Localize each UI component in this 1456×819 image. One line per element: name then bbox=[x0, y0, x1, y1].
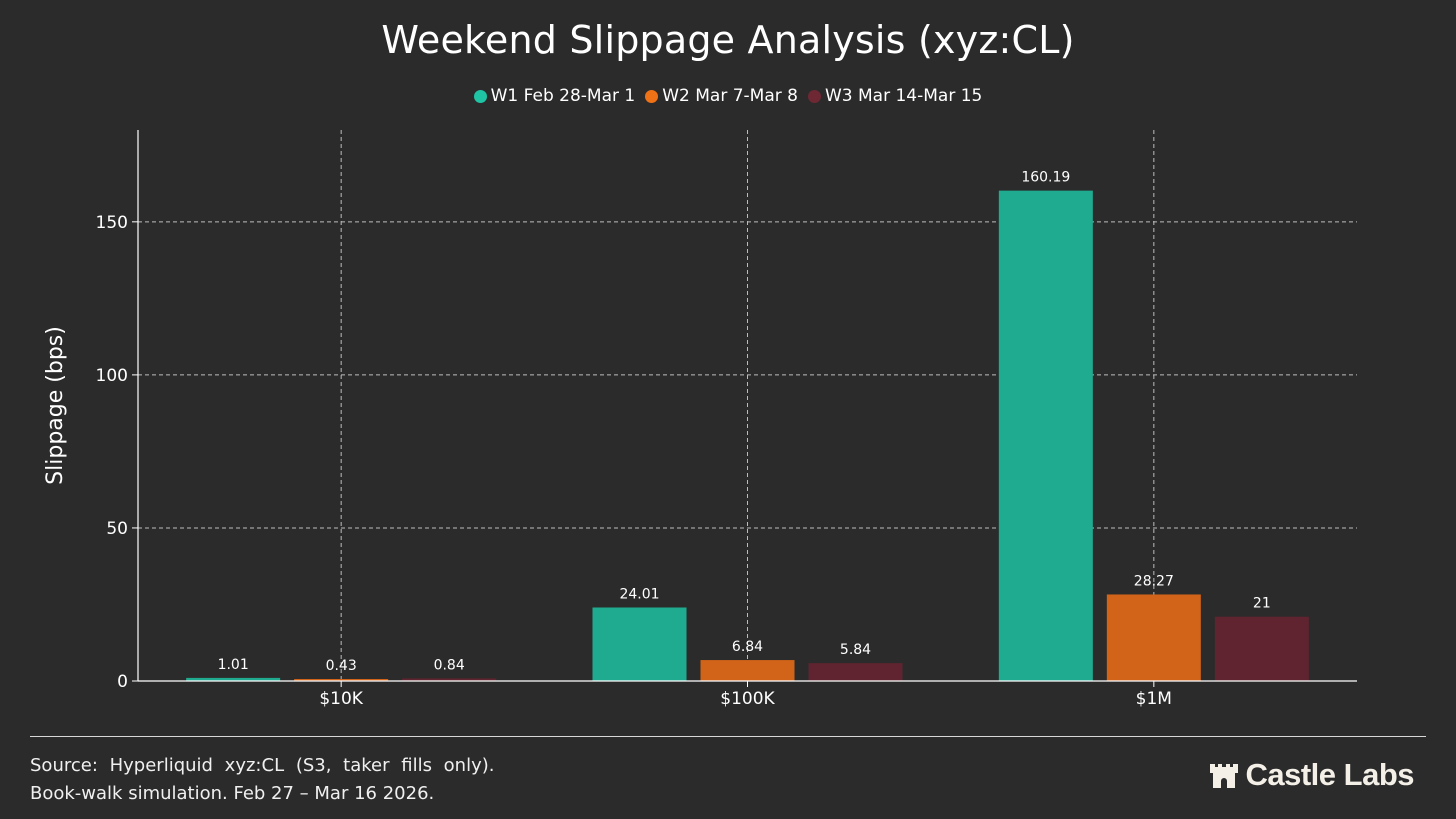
legend: W1 Feb 28-Mar 1 W2 Mar 7-Mar 8 W3 Mar 14-M… bbox=[0, 86, 1456, 106]
x-tick-label: $100K bbox=[720, 689, 775, 709]
bar bbox=[808, 663, 903, 681]
y-tick-label: 50 bbox=[106, 519, 128, 539]
method-note: Book-walk simulation. Feb 27 – Mar 16 20… bbox=[30, 783, 435, 804]
legend-label: W2 Mar 7-Mar 8 bbox=[662, 86, 798, 106]
footer-divider bbox=[30, 736, 1426, 737]
bar bbox=[186, 677, 281, 681]
castle-labs-logo: Castle Labs bbox=[1209, 757, 1414, 793]
legend-swatch bbox=[473, 89, 487, 103]
data-label: 160.19 bbox=[1021, 170, 1070, 186]
bar bbox=[402, 678, 497, 681]
data-label: 1.01 bbox=[218, 657, 249, 673]
bar bbox=[1214, 616, 1309, 681]
legend-swatch bbox=[645, 89, 659, 103]
legend-label: W3 Mar 14-Mar 15 bbox=[824, 86, 983, 106]
legend-item: W3 Mar 14-Mar 15 bbox=[807, 86, 983, 106]
data-label: 28.27 bbox=[1134, 573, 1174, 589]
bar bbox=[592, 607, 687, 681]
legend-item: W2 Mar 7-Mar 8 bbox=[645, 86, 798, 106]
bar bbox=[1106, 594, 1201, 681]
castle-icon bbox=[1210, 764, 1239, 788]
legend-item: W1 Feb 28-Mar 1 bbox=[473, 86, 636, 106]
y-tick-label: 150 bbox=[96, 213, 128, 233]
data-label: 24.01 bbox=[619, 587, 659, 603]
x-tick-label: $10K bbox=[319, 689, 363, 709]
bar bbox=[998, 190, 1093, 681]
data-label: 0.84 bbox=[434, 657, 465, 673]
y-tick-label: 0 bbox=[117, 672, 128, 692]
data-label: 21 bbox=[1253, 596, 1271, 612]
legend-swatch bbox=[807, 89, 821, 103]
bar bbox=[700, 660, 795, 681]
legend-label: W1 Feb 28-Mar 1 bbox=[490, 86, 636, 106]
y-axis-label: Slippage (bps) bbox=[43, 326, 68, 485]
data-label: 0.43 bbox=[326, 658, 357, 674]
x-tick-label: $1M bbox=[1136, 689, 1172, 709]
y-tick-label: 100 bbox=[96, 366, 128, 386]
chart-title: Weekend Slippage Analysis (xyz:CL) bbox=[381, 18, 1075, 62]
source-note: Source: Hyperliquid xyz:CL (S3, taker fi… bbox=[30, 755, 495, 776]
data-label: 5.84 bbox=[840, 642, 871, 658]
data-label: 6.84 bbox=[732, 639, 763, 655]
logo-text: Castle Labs bbox=[1245, 757, 1414, 792]
bar-chart: 1.01 24.01 160.19 0.43 6.84 28.27 0.84 5.84 21 0 5… bbox=[43, 130, 1357, 709]
bar bbox=[294, 679, 389, 681]
footer: Source: Hyperliquid xyz:CL (S3, taker fi… bbox=[30, 752, 494, 808]
